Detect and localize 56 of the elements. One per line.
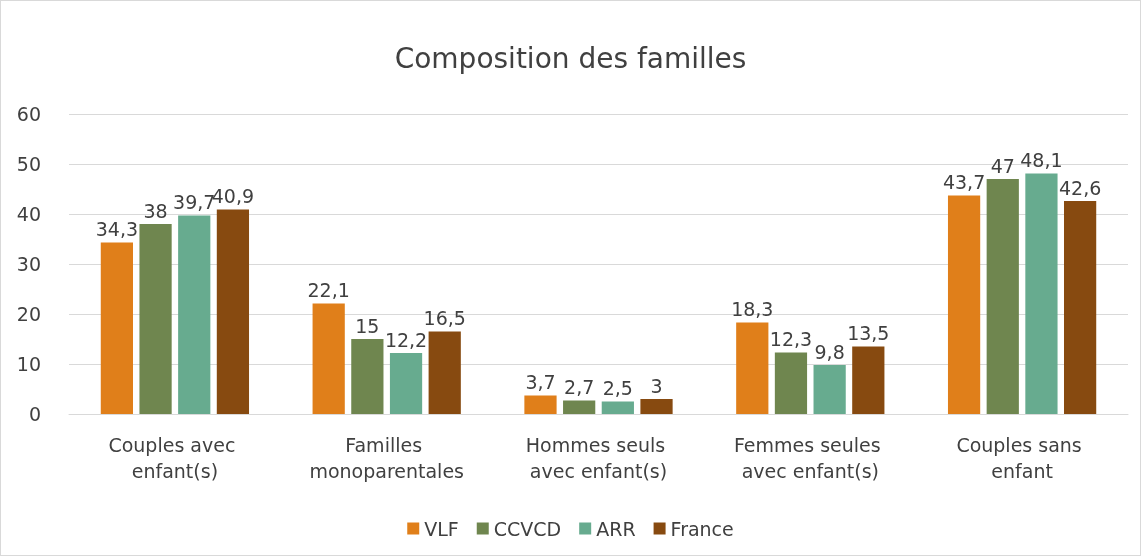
y-tick-label: 0 (28, 403, 41, 425)
data-label: 15 (355, 314, 380, 337)
legend-label: VLF (424, 517, 459, 540)
y-tick-label: 40 (16, 203, 41, 225)
bar (774, 352, 808, 414)
bar (312, 303, 345, 414)
data-label: 40,9 (211, 185, 255, 207)
y-tick-label: 20 (16, 303, 41, 325)
y-tick-label: 10 (16, 353, 41, 375)
bar (1025, 173, 1058, 414)
x-tick-label: Couples avec enfant(s) (108, 434, 242, 482)
bar (524, 395, 557, 414)
data-label: 9,8 (814, 340, 845, 363)
data-label: 48,1 (1020, 149, 1063, 171)
bar (428, 331, 461, 414)
bar (178, 215, 211, 414)
bar (563, 400, 596, 414)
y-tick-label: 30 (16, 253, 41, 275)
bar (813, 365, 846, 414)
legend-label: ARR (596, 517, 636, 540)
bar (389, 353, 423, 414)
y-tick-label: 60 (16, 103, 41, 125)
bar (100, 242, 133, 414)
data-label: 34,3 (95, 218, 139, 240)
x-tick-label: Familles monoparentales (309, 434, 464, 482)
bar (139, 224, 172, 414)
bar (947, 195, 981, 414)
data-label: 2,5 (602, 377, 633, 399)
data-label: 18,3 (731, 298, 774, 320)
x-tick-label: Hommes seuls avec enfant(s) (525, 434, 672, 482)
legend-label: CCVCD (493, 517, 562, 540)
data-label: 16,5 (423, 307, 466, 329)
x-tick-label: Couples sans enfant (956, 434, 1088, 482)
bar (852, 346, 885, 414)
bar (640, 399, 673, 414)
data-label: 3 (650, 374, 663, 397)
chart-title: Composition des familles (394, 41, 747, 75)
data-label: 47 (990, 154, 1015, 177)
data-label: 38 (143, 199, 168, 222)
data-label: 3,7 (525, 371, 556, 393)
data-label: 12,2 (384, 328, 428, 351)
y-tick-label: 50 (16, 153, 41, 175)
data-label: 42,6 (1058, 176, 1102, 199)
data-label: 22,1 (307, 279, 350, 301)
bar (216, 209, 250, 414)
bar (986, 179, 1019, 414)
x-tick-label: Femmes seules avec enfant(s) (733, 434, 887, 482)
data-label: 2,7 (564, 376, 595, 398)
data-label: 43,7 (942, 171, 986, 193)
bar (1064, 201, 1097, 414)
data-label: 13,5 (847, 322, 890, 344)
bar (351, 339, 384, 414)
legend-label: France (670, 517, 734, 540)
bar (736, 322, 769, 414)
bar (601, 401, 634, 414)
data-label: 12,3 (769, 328, 813, 350)
